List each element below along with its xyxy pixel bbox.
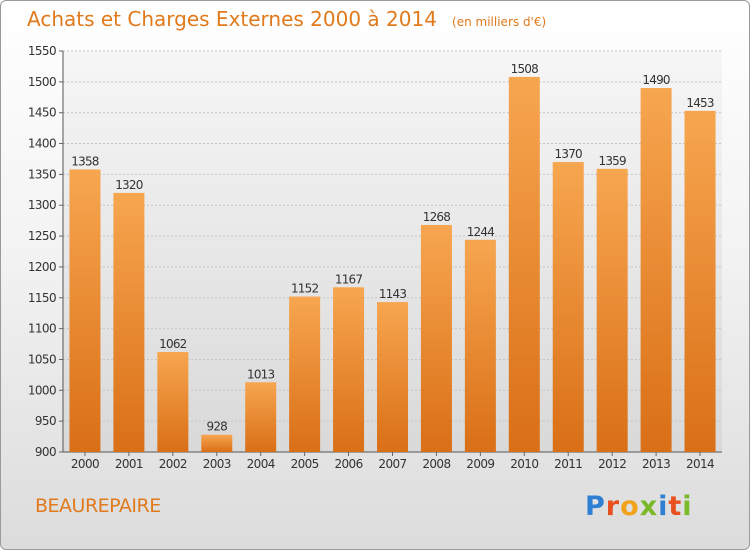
y-tick-label: 1150 xyxy=(28,291,56,305)
data-label: 1358 xyxy=(71,154,99,168)
bar xyxy=(552,162,584,453)
x-tick-label: 2003 xyxy=(203,457,231,471)
proxiti-logo: Proxiti xyxy=(585,491,693,522)
bar xyxy=(113,192,145,452)
y-tick-label: 1100 xyxy=(28,322,56,336)
bar xyxy=(201,434,233,452)
y-tick-label: 1450 xyxy=(28,106,56,120)
data-label: 1244 xyxy=(467,225,495,239)
x-tick-label: 2002 xyxy=(159,457,187,471)
bar xyxy=(289,296,321,452)
data-label: 1152 xyxy=(291,282,319,296)
bar xyxy=(508,76,540,452)
x-tick-label: 2004 xyxy=(247,457,275,471)
data-label: 1370 xyxy=(555,147,583,161)
x-tick-label: 2010 xyxy=(510,457,538,471)
x-tick-label: 2008 xyxy=(422,457,450,471)
logo-letter: P xyxy=(585,491,606,522)
x-tick-label: 2013 xyxy=(642,457,670,471)
chart-title: Achats et Charges Externes 2000 à 2014 xyxy=(27,7,437,31)
y-tick-label: 900 xyxy=(35,445,56,459)
bar xyxy=(640,88,672,452)
logo-letter: r xyxy=(605,491,621,522)
data-label: 1013 xyxy=(247,367,275,381)
data-label: 1320 xyxy=(115,178,143,192)
x-tick-label: 2014 xyxy=(686,457,714,471)
x-tick-label: 2000 xyxy=(71,457,99,471)
y-tick-label: 1500 xyxy=(28,75,56,89)
bar xyxy=(596,168,628,452)
logo-letter: o xyxy=(620,491,640,522)
y-tick-label: 1200 xyxy=(28,260,56,274)
x-tick-label: 2009 xyxy=(466,457,494,471)
y-tick-label: 1550 xyxy=(28,44,56,58)
data-label: 1062 xyxy=(159,337,187,351)
logo-letter: i xyxy=(682,491,693,522)
bar xyxy=(377,302,408,452)
data-label: 928 xyxy=(207,420,228,434)
data-label: 1490 xyxy=(642,73,670,87)
logo-letter: t xyxy=(668,491,683,522)
commune-name: BEAUREPAIRE xyxy=(35,495,161,517)
y-tick-label: 1350 xyxy=(28,167,56,181)
bar xyxy=(69,169,101,453)
y-tick-label: 1050 xyxy=(28,352,56,366)
bar xyxy=(245,382,277,452)
logo-letter: i xyxy=(658,491,669,522)
bar xyxy=(420,224,452,452)
logo-letter: x xyxy=(639,491,659,522)
y-tick-label: 1250 xyxy=(28,229,56,243)
data-label: 1143 xyxy=(379,287,407,301)
x-tick-label: 2011 xyxy=(554,457,582,471)
chart-unit: (en milliers d'€) xyxy=(452,15,547,29)
data-label: 1268 xyxy=(423,210,451,224)
x-tick-label: 2001 xyxy=(115,457,143,471)
bar xyxy=(684,110,716,452)
x-tick-label: 2007 xyxy=(378,457,406,471)
y-tick-label: 1000 xyxy=(28,383,56,397)
y-tick-label: 950 xyxy=(35,414,56,428)
data-label: 1508 xyxy=(511,62,539,76)
bar xyxy=(464,239,496,452)
data-label: 1453 xyxy=(686,96,714,110)
data-label: 1359 xyxy=(598,154,626,168)
bar xyxy=(157,352,189,452)
y-tick-label: 1300 xyxy=(28,198,56,212)
x-tick-label: 2006 xyxy=(334,457,362,471)
bar xyxy=(333,287,365,452)
x-tick-label: 2005 xyxy=(291,457,319,471)
y-tick-label: 1400 xyxy=(28,137,56,151)
x-tick-label: 2012 xyxy=(598,457,626,471)
data-label: 1167 xyxy=(335,272,363,286)
chart-title-block: Achats et Charges Externes 2000 à 2014 (… xyxy=(27,7,546,31)
